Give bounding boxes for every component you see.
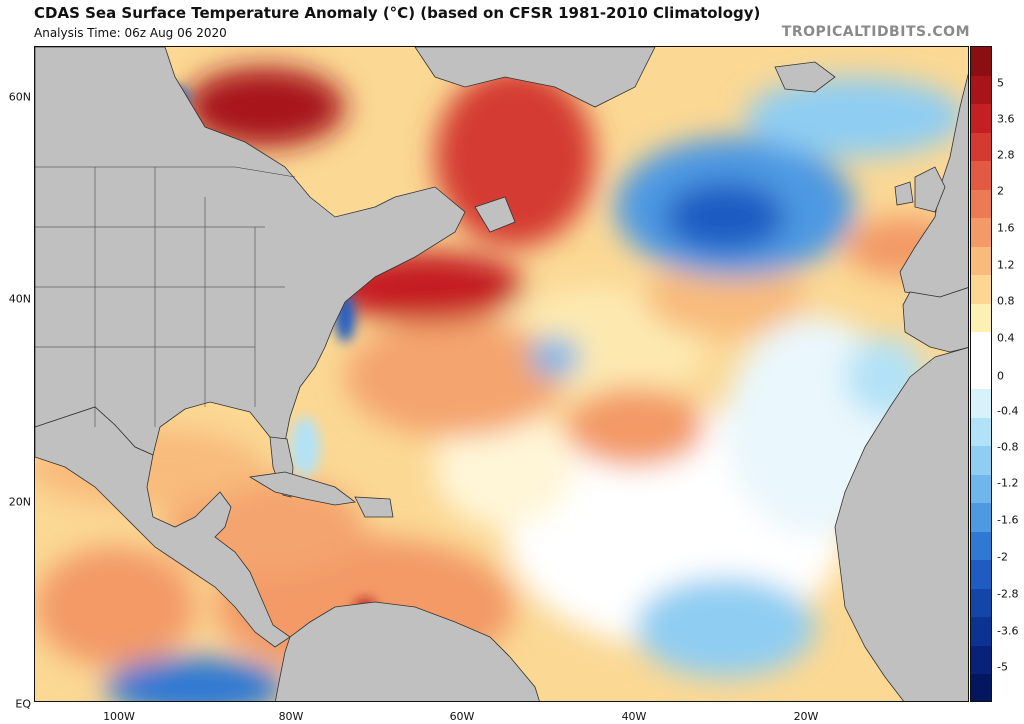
- colorbar-band: [971, 275, 991, 305]
- map-title: CDAS Sea Surface Temperature Anomaly (°C…: [34, 4, 761, 22]
- colorbar-tick-label: 3.6: [997, 112, 1015, 126]
- lon-label-80w: 80W: [278, 710, 304, 723]
- lat-label-40n: 40N: [8, 292, 31, 306]
- sst-anomaly-map: [34, 46, 969, 702]
- colorbar-tick-label: -0.8: [997, 440, 1019, 454]
- colorbar-band: [971, 674, 991, 701]
- colorbar-band: [971, 389, 991, 419]
- colorbar-band: [971, 560, 991, 590]
- colorbar-band: [971, 417, 991, 447]
- colorbar-tick-label: -0.4: [997, 404, 1019, 418]
- brand-watermark: TROPICALTIDBITS.COM: [781, 24, 970, 40]
- colorbar-tick-label: -1.2: [997, 476, 1019, 490]
- colorbar-band: [971, 47, 991, 77]
- colorbar-tick-label: 0.8: [997, 294, 1015, 308]
- analysis-time: Analysis Time: 06z Aug 06 2020: [34, 26, 227, 40]
- colorbar-tick-label: 2.8: [997, 148, 1015, 162]
- colorbar-band: [971, 474, 991, 504]
- lon-label-60w: 60W: [449, 710, 475, 723]
- colorbar-tick-label: -1.6: [997, 513, 1019, 527]
- colorbar-tick-label: 0: [997, 369, 1004, 383]
- colorbar-band: [971, 218, 991, 248]
- colorbar-band: [971, 189, 991, 219]
- colorbar-band: [971, 104, 991, 134]
- colorbar-band: [971, 531, 991, 561]
- colorbar-band: [971, 588, 991, 618]
- lat-label-60n: 60N: [8, 90, 31, 104]
- lon-label-20w: 20W: [793, 710, 819, 723]
- colorbar-tick-label: 1.2: [997, 258, 1015, 272]
- colorbar-tick-label: 1.6: [997, 221, 1015, 235]
- colorbar-tick-label: -2.8: [997, 587, 1019, 601]
- colorbar-band: [971, 246, 991, 276]
- colorbar-band: [971, 645, 991, 675]
- colorbar-tick-label: -3.6: [997, 624, 1019, 638]
- colorbar-band: [971, 360, 991, 390]
- colorbar-band: [971, 132, 991, 162]
- colorbar: [970, 46, 992, 702]
- colorbar-band: [971, 303, 991, 333]
- colorbar-band: [971, 332, 991, 362]
- colorbar-band: [971, 503, 991, 533]
- colorbar-tick-label: 5: [997, 76, 1004, 90]
- lat-label-eq: EQ: [15, 697, 31, 711]
- lat-label-20n: 20N: [8, 495, 31, 509]
- colorbar-tick-label: 2: [997, 184, 1004, 198]
- lon-label-40w: 40W: [621, 710, 647, 723]
- colorbar-tick-label: 0.4: [997, 331, 1015, 345]
- colorbar-band: [971, 75, 991, 105]
- lon-label-100w: 100W: [103, 710, 135, 723]
- colorbar-band: [971, 617, 991, 647]
- colorbar-tick-label: -2: [997, 550, 1008, 564]
- colorbar-tick-label: -5: [997, 660, 1008, 674]
- colorbar-band: [971, 161, 991, 191]
- colorbar-band: [971, 446, 991, 476]
